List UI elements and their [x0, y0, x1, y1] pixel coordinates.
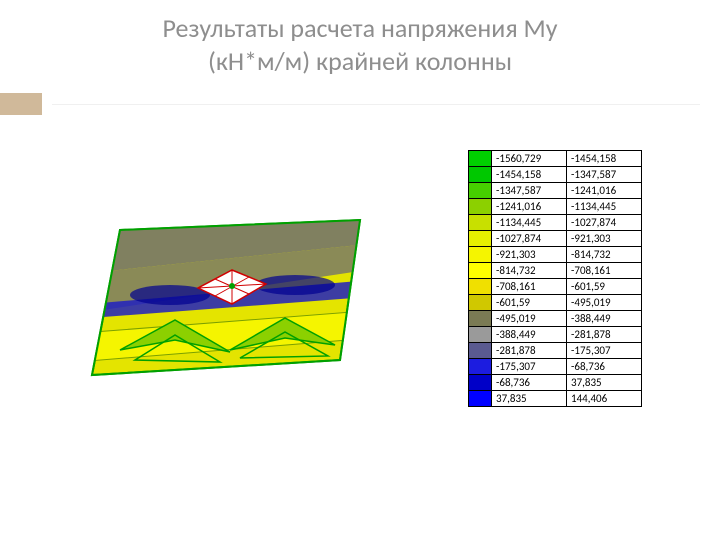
diagram-svg — [80, 190, 380, 390]
legend-from: -601,59 — [491, 295, 566, 311]
legend-row: -1454,158-1347,587 — [468, 167, 641, 183]
legend-to: -281,878 — [566, 327, 641, 343]
legend-to: -1027,874 — [566, 215, 641, 231]
legend-to: -175,307 — [566, 343, 641, 359]
legend-row: -708,161-601,59 — [468, 279, 641, 295]
legend-row: -1027,874-921,303 — [468, 231, 641, 247]
legend-from: -388,449 — [491, 327, 566, 343]
legend-from: 37,835 — [491, 391, 566, 407]
legend-from: -281,878 — [491, 343, 566, 359]
legend-swatch — [468, 215, 491, 231]
legend-swatch — [468, 263, 491, 279]
legend-swatch — [468, 343, 491, 359]
legend-from: -68,736 — [491, 375, 566, 391]
legend-row: -281,878-175,307 — [468, 343, 641, 359]
legend-from: -708,161 — [491, 279, 566, 295]
accent-bar — [0, 93, 42, 115]
legend-to: -1347,587 — [566, 167, 641, 183]
legend-swatch — [468, 231, 491, 247]
legend-to: -68,736 — [566, 359, 641, 375]
legend-from: -921,303 — [491, 247, 566, 263]
legend-to: -1241,016 — [566, 183, 641, 199]
legend-row: -495,019-388,449 — [468, 311, 641, 327]
legend-from: -1134,445 — [491, 215, 566, 231]
title-line-2: (кН*м/м) крайней колонны — [0, 45, 720, 78]
legend-row: -1347,587-1241,016 — [468, 183, 641, 199]
legend-row: 37,835144,406 — [468, 391, 641, 407]
slide-title: Результаты расчета напряжения Му (кН*м/м… — [0, 12, 720, 77]
legend-from: -1027,874 — [491, 231, 566, 247]
legend-swatch — [468, 375, 491, 391]
legend-to: -601,59 — [566, 279, 641, 295]
legend-row: -388,449-281,878 — [468, 327, 641, 343]
legend-swatch — [468, 167, 491, 183]
legend-to: -708,161 — [566, 263, 641, 279]
legend-to: -1454,158 — [566, 151, 641, 167]
legend-row: -601,59-495,019 — [468, 295, 641, 311]
legend-swatch — [468, 327, 491, 343]
stress-contour-diagram — [80, 190, 380, 390]
legend-row: -1241,016-1134,445 — [468, 199, 641, 215]
legend-from: -1454,158 — [491, 167, 566, 183]
legend-row: -814,732-708,161 — [468, 263, 641, 279]
legend-swatch — [468, 311, 491, 327]
legend-swatch — [468, 199, 491, 215]
legend-from: -814,732 — [491, 263, 566, 279]
legend-to: -1134,445 — [566, 199, 641, 215]
legend-to: 144,406 — [566, 391, 641, 407]
legend-swatch — [468, 295, 491, 311]
legend-swatch — [468, 391, 491, 407]
legend-to: -388,449 — [566, 311, 641, 327]
legend-from: -1560,729 — [491, 151, 566, 167]
legend-row: -68,73637,835 — [468, 375, 641, 391]
legend-row: -1560,729-1454,158 — [468, 151, 641, 167]
legend-from: -495,019 — [491, 311, 566, 327]
legend-to: 37,835 — [566, 375, 641, 391]
legend-to: -495,019 — [566, 295, 641, 311]
title-line-1: Результаты расчета напряжения Му — [0, 12, 720, 45]
legend-row: -921,303-814,732 — [468, 247, 641, 263]
legend-swatch — [468, 247, 491, 263]
legend-from: -175,307 — [491, 359, 566, 375]
legend-swatch — [468, 183, 491, 199]
separator-line — [52, 104, 700, 105]
legend-swatch — [468, 359, 491, 375]
legend-from: -1347,587 — [491, 183, 566, 199]
legend-row: -175,307-68,736 — [468, 359, 641, 375]
legend-row: -1134,445-1027,874 — [468, 215, 641, 231]
legend-from: -1241,016 — [491, 199, 566, 215]
legend-swatch — [468, 151, 491, 167]
legend-to: -814,732 — [566, 247, 641, 263]
color-legend: -1560,729-1454,158-1454,158-1347,587-134… — [468, 150, 642, 407]
legend-swatch — [468, 279, 491, 295]
legend-to: -921,303 — [566, 231, 641, 247]
